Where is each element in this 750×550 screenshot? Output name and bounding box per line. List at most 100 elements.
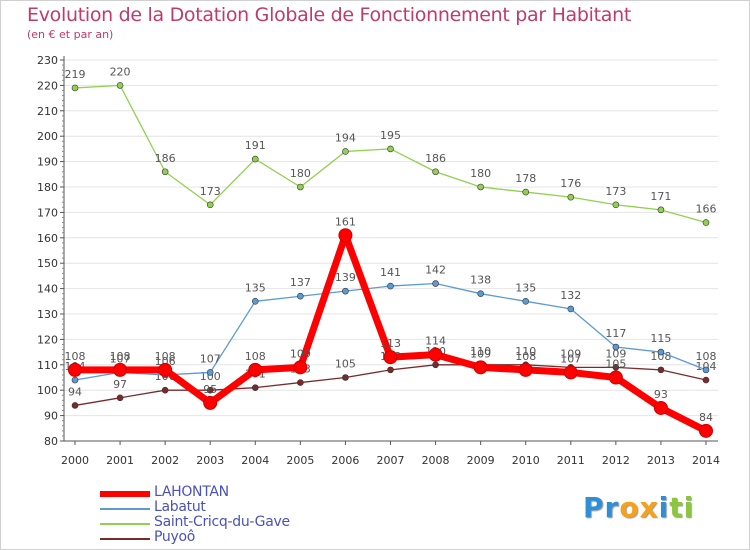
data-label: 108 [696,350,717,363]
data-point [248,362,263,377]
data-point [342,287,349,295]
data-label: 180 [290,167,311,180]
data-label: 194 [335,131,356,144]
data-label: 108 [245,350,266,363]
x-tick-label: 2007 [377,454,405,467]
y-tick-label: 220 [37,79,58,92]
logo-letter: i [658,491,670,524]
data-point [432,168,439,176]
data-label: 109 [605,347,626,360]
proxiti-logo: Proxiti [583,491,694,524]
data-label: 106 [155,355,176,368]
y-tick-label: 160 [37,232,58,245]
logo-letter: P [583,491,605,524]
data-point [477,290,484,297]
data-point [387,366,394,374]
data-point [71,402,79,409]
data-label: 132 [560,289,581,302]
x-tick-label: 2001 [106,454,134,467]
x-tick-label: 2011 [557,454,585,467]
legend-swatch-labatut [100,508,150,510]
logo-letter: r [604,491,620,524]
data-point [432,280,439,287]
x-tick-label: 2008 [422,454,450,467]
data-point [342,148,349,155]
x-tick-label: 2010 [512,454,540,467]
data-label: 105 [605,358,626,371]
legend-label-saint-cricq: Saint-Cricq-du-Gave [154,514,290,530]
y-tick-label: 130 [37,308,58,321]
logo-letter: i [683,491,695,524]
data-label: 110 [470,345,491,358]
y-tick-label: 140 [37,283,58,296]
y-tick-label: 150 [37,257,58,270]
data-label: 97 [113,378,127,391]
data-label: 186 [425,152,446,165]
data-point [657,206,665,214]
chart-subtitle: (en € et par an) [27,28,114,41]
x-tick-label: 2014 [692,454,720,467]
data-label: 161 [335,215,356,228]
data-label: 110 [515,345,536,358]
y-tick-label: 80 [44,435,58,448]
x-tick-label: 2009 [467,454,495,467]
legend-label-labatut: Labatut [154,499,206,515]
y-tick-label: 120 [37,333,58,346]
x-tick-label: 2013 [647,454,675,467]
data-label: 171 [650,190,671,203]
y-tick-label: 200 [37,130,58,143]
series-labatut: 104 107 106 107 135 137 139 141 142 138 135 132 117 1… [65,264,717,384]
data-label: 180 [470,167,491,180]
y-tick-label: 190 [37,156,58,169]
x-tick-label: 2004 [241,454,269,467]
data-label: 138 [470,274,491,287]
data-point [206,386,214,394]
data-label: 108 [515,350,536,363]
data-point [657,348,665,356]
data-point [206,369,214,376]
data-point [563,365,578,380]
data-label: 139 [335,271,356,284]
logo-letter: o [619,491,640,524]
legend-label-puyoo: Puyoô [154,529,195,545]
data-label: 93 [654,388,668,401]
data-point [113,362,128,377]
data-point [338,228,353,243]
data-label: 113 [380,337,401,350]
y-tick-label: 90 [44,410,58,423]
data-label: 108 [65,350,86,363]
data-label: 135 [245,281,266,294]
legend-label-lahontan: LAHONTAN [154,484,229,500]
data-point [428,347,443,362]
grid-lines [64,59,718,442]
y-tick-label: 180 [37,181,58,194]
data-label: 109 [470,347,491,360]
data-point [203,395,218,410]
data-point [702,219,710,226]
data-point [206,201,214,209]
y-tick-label: 210 [37,105,58,118]
data-point [116,394,124,402]
series-saint-cricq-du-gave: 219 220 186 173 191 180 194 195 186 180 178 176 173 1… [65,65,717,226]
data-point [608,370,623,385]
data-label: 117 [605,327,626,340]
data-label: 191 [245,139,266,152]
data-label: 108 [650,350,671,363]
data-label: 173 [200,185,221,198]
data-label: 109 [290,347,311,360]
data-label: 176 [560,177,581,190]
data-label: 100 [200,370,221,383]
x-tick-label: 2000 [61,454,89,467]
data-point [653,400,668,415]
data-point [71,84,79,92]
data-point [387,145,394,153]
data-label: 108 [155,350,176,363]
data-point [251,297,259,305]
data-label: 107 [110,352,131,365]
logo-letter: x [639,491,659,524]
data-point [251,384,259,391]
data-label: 114 [425,335,446,348]
chart-title: Evolution de la Dotation Globale de Fonc… [27,4,632,26]
data-label: 178 [515,172,536,185]
